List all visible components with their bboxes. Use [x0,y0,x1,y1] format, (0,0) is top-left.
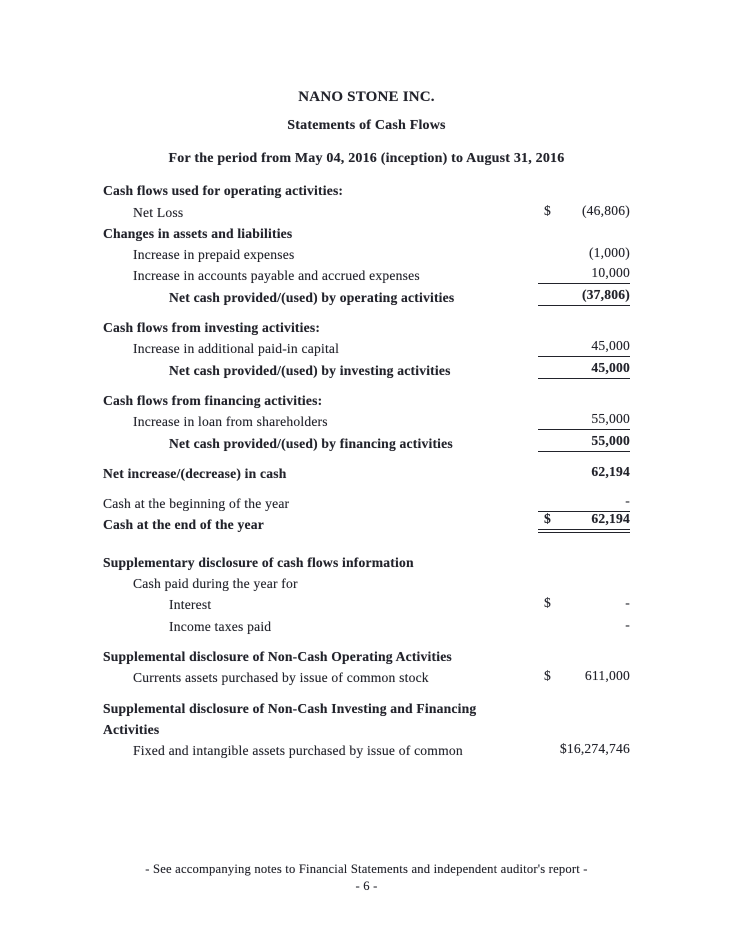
amount-cell: $ (46,806) [538,202,630,221]
row-prepaid-expenses: Increase in prepaid expenses (1,000) [103,242,630,263]
row-label: Increase in prepaid expenses [133,247,295,263]
row-label: Increase in accounts payable and accrued… [133,268,420,284]
row-label: Net cash provided/(used) by investing ac… [169,362,451,378]
row-cash-paid-during-year: Cash paid during the year for [103,571,630,592]
amount-value: 62,194 [591,463,630,479]
amount-cell: (1,000) [538,244,630,263]
header-supplementary-disclosure: Supplementary disclosure of cash flows i… [103,549,630,570]
row-currents-assets-purchased: Currents assets purchased by issue of co… [103,665,630,686]
amount-value: (46,806) [581,202,630,218]
page-number: - 6 - [355,879,378,893]
row-interest: Interest $ - [103,592,630,613]
amount-value: 10,000 [591,265,630,281]
amount-value: 55,000 [591,432,630,448]
row-loan-shareholders: Increase in loan from shareholders 55,00… [103,409,630,431]
section-label: Changes in assets and liabilities [103,225,293,241]
row-label: Increase in additional paid-in capital [133,341,340,357]
amount-value: 45,000 [591,359,630,375]
row-net-cash-financing: Net cash provided/(used) by financing ac… [103,430,630,452]
row-label: Income taxes paid [169,618,272,634]
row-net-loss: Net Loss $ (46,806) [103,199,630,220]
amount-cell: 45,000 [538,359,630,379]
row-label: Cash at the end of the year [103,517,264,533]
row-net-cash-investing: Net cash provided/(used) by investing ac… [103,357,630,379]
row-label: Net cash provided/(used) by operating ac… [169,289,455,305]
amount-cell: 10,000 [538,264,630,285]
section-financing: Cash flows from financing activities: [103,388,630,409]
amount-cell: 55,000 [538,410,630,431]
row-net-increase-cash: Net increase/(decrease) in cash 62,194 [103,461,630,482]
row-label: Cash paid during the year for [133,576,298,592]
row-net-cash-operating: Net cash provided/(used) by operating ac… [103,284,630,306]
currency-symbol: $ [544,595,551,611]
amount-cell: - [538,616,630,635]
amount-cell: - [538,492,630,513]
page-footer: - See accompanying notes to Financial St… [0,861,733,895]
header-activities-continued: Activities [103,717,630,738]
row-label: Fixed and intangible assets purchased by… [133,743,463,759]
amount-value: - [625,616,630,632]
header-supplemental-noncash-investing: Supplemental disclosure of Non-Cash Inve… [103,695,630,716]
section-label: Activities [103,721,160,737]
row-label: Cash at the beginning of the year [103,496,290,512]
row-income-taxes-paid: Income taxes paid - [103,613,630,634]
amount-value: (37,806) [581,286,630,302]
section-label: Cash flows from financing activities: [103,392,323,408]
header-supplemental-noncash-operating: Supplemental disclosure of Non-Cash Oper… [103,644,630,665]
section-label: Supplemental disclosure of Non-Cash Inve… [103,700,477,716]
amount-value: 62,194 [591,511,630,527]
row-label: Increase in loan from shareholders [133,414,328,430]
amount-value: (1,000) [588,245,630,261]
amount-cell: $ 611,000 [538,667,630,686]
amount-value: 45,000 [591,338,630,354]
section-label: Cash flows from investing activities: [103,320,321,336]
currency-symbol: $ [544,668,551,684]
row-cash-beginning: Cash at the beginning of the year - [103,491,630,513]
amount-value: - [625,595,630,611]
row-fixed-intangible-assets: Fixed and intangible assets purchased by… [103,738,630,759]
section-investing: Cash flows from investing activities: [103,315,630,336]
amount-value: 611,000 [584,668,630,684]
amount-value: - [625,493,630,509]
footer-note: - See accompanying notes to Financial St… [145,862,588,876]
row-cash-end: Cash at the end of the year $ 62,194 [103,510,630,534]
amount-value: $16,274,746 [559,741,630,757]
row-label: Net increase/(decrease) in cash [103,465,287,481]
section-label: Cash flows used for operating activities… [103,183,344,199]
section-label: Supplementary disclosure of cash flows i… [103,554,414,570]
amount-cell: (37,806) [538,286,630,306]
header-changes-assets-liabilities: Changes in assets and liabilities [103,221,630,242]
currency-symbol: $ [544,202,551,218]
cash-flow-statement: Cash flows used for operating activities… [103,178,630,759]
amount-cell: $ 62,194 [538,510,630,534]
row-label: Net Loss [133,204,184,220]
amount-cell: 55,000 [538,432,630,452]
header-block: NANO STONE INC. Statements of Cash Flows… [103,88,630,167]
amount-cell: $ - [538,594,630,613]
section-label: Supplemental disclosure of Non-Cash Oper… [103,648,452,664]
document-title: Statements of Cash Flows [287,118,446,133]
company-name: NANO STONE INC. [298,89,435,105]
amount-cell: $16,274,746 [538,740,630,759]
currency-symbol: $ [544,511,551,527]
row-label: Net cash provided/(used) by financing ac… [169,435,453,451]
row-paid-in-capital: Increase in additional paid-in capital 4… [103,336,630,358]
statement-content: NANO STONE INC. Statements of Cash Flows… [103,88,630,759]
amount-value: 55,000 [591,411,630,427]
row-label: Interest [169,597,212,613]
section-operating: Cash flows used for operating activities… [103,178,630,199]
amount-cell: 62,194 [538,463,630,482]
row-accounts-payable: Increase in accounts payable and accrued… [103,263,630,285]
period-line: For the period from May 04, 2016 (incept… [168,151,565,166]
row-label: Currents assets purchased by issue of co… [133,670,429,686]
amount-cell: 45,000 [538,337,630,358]
